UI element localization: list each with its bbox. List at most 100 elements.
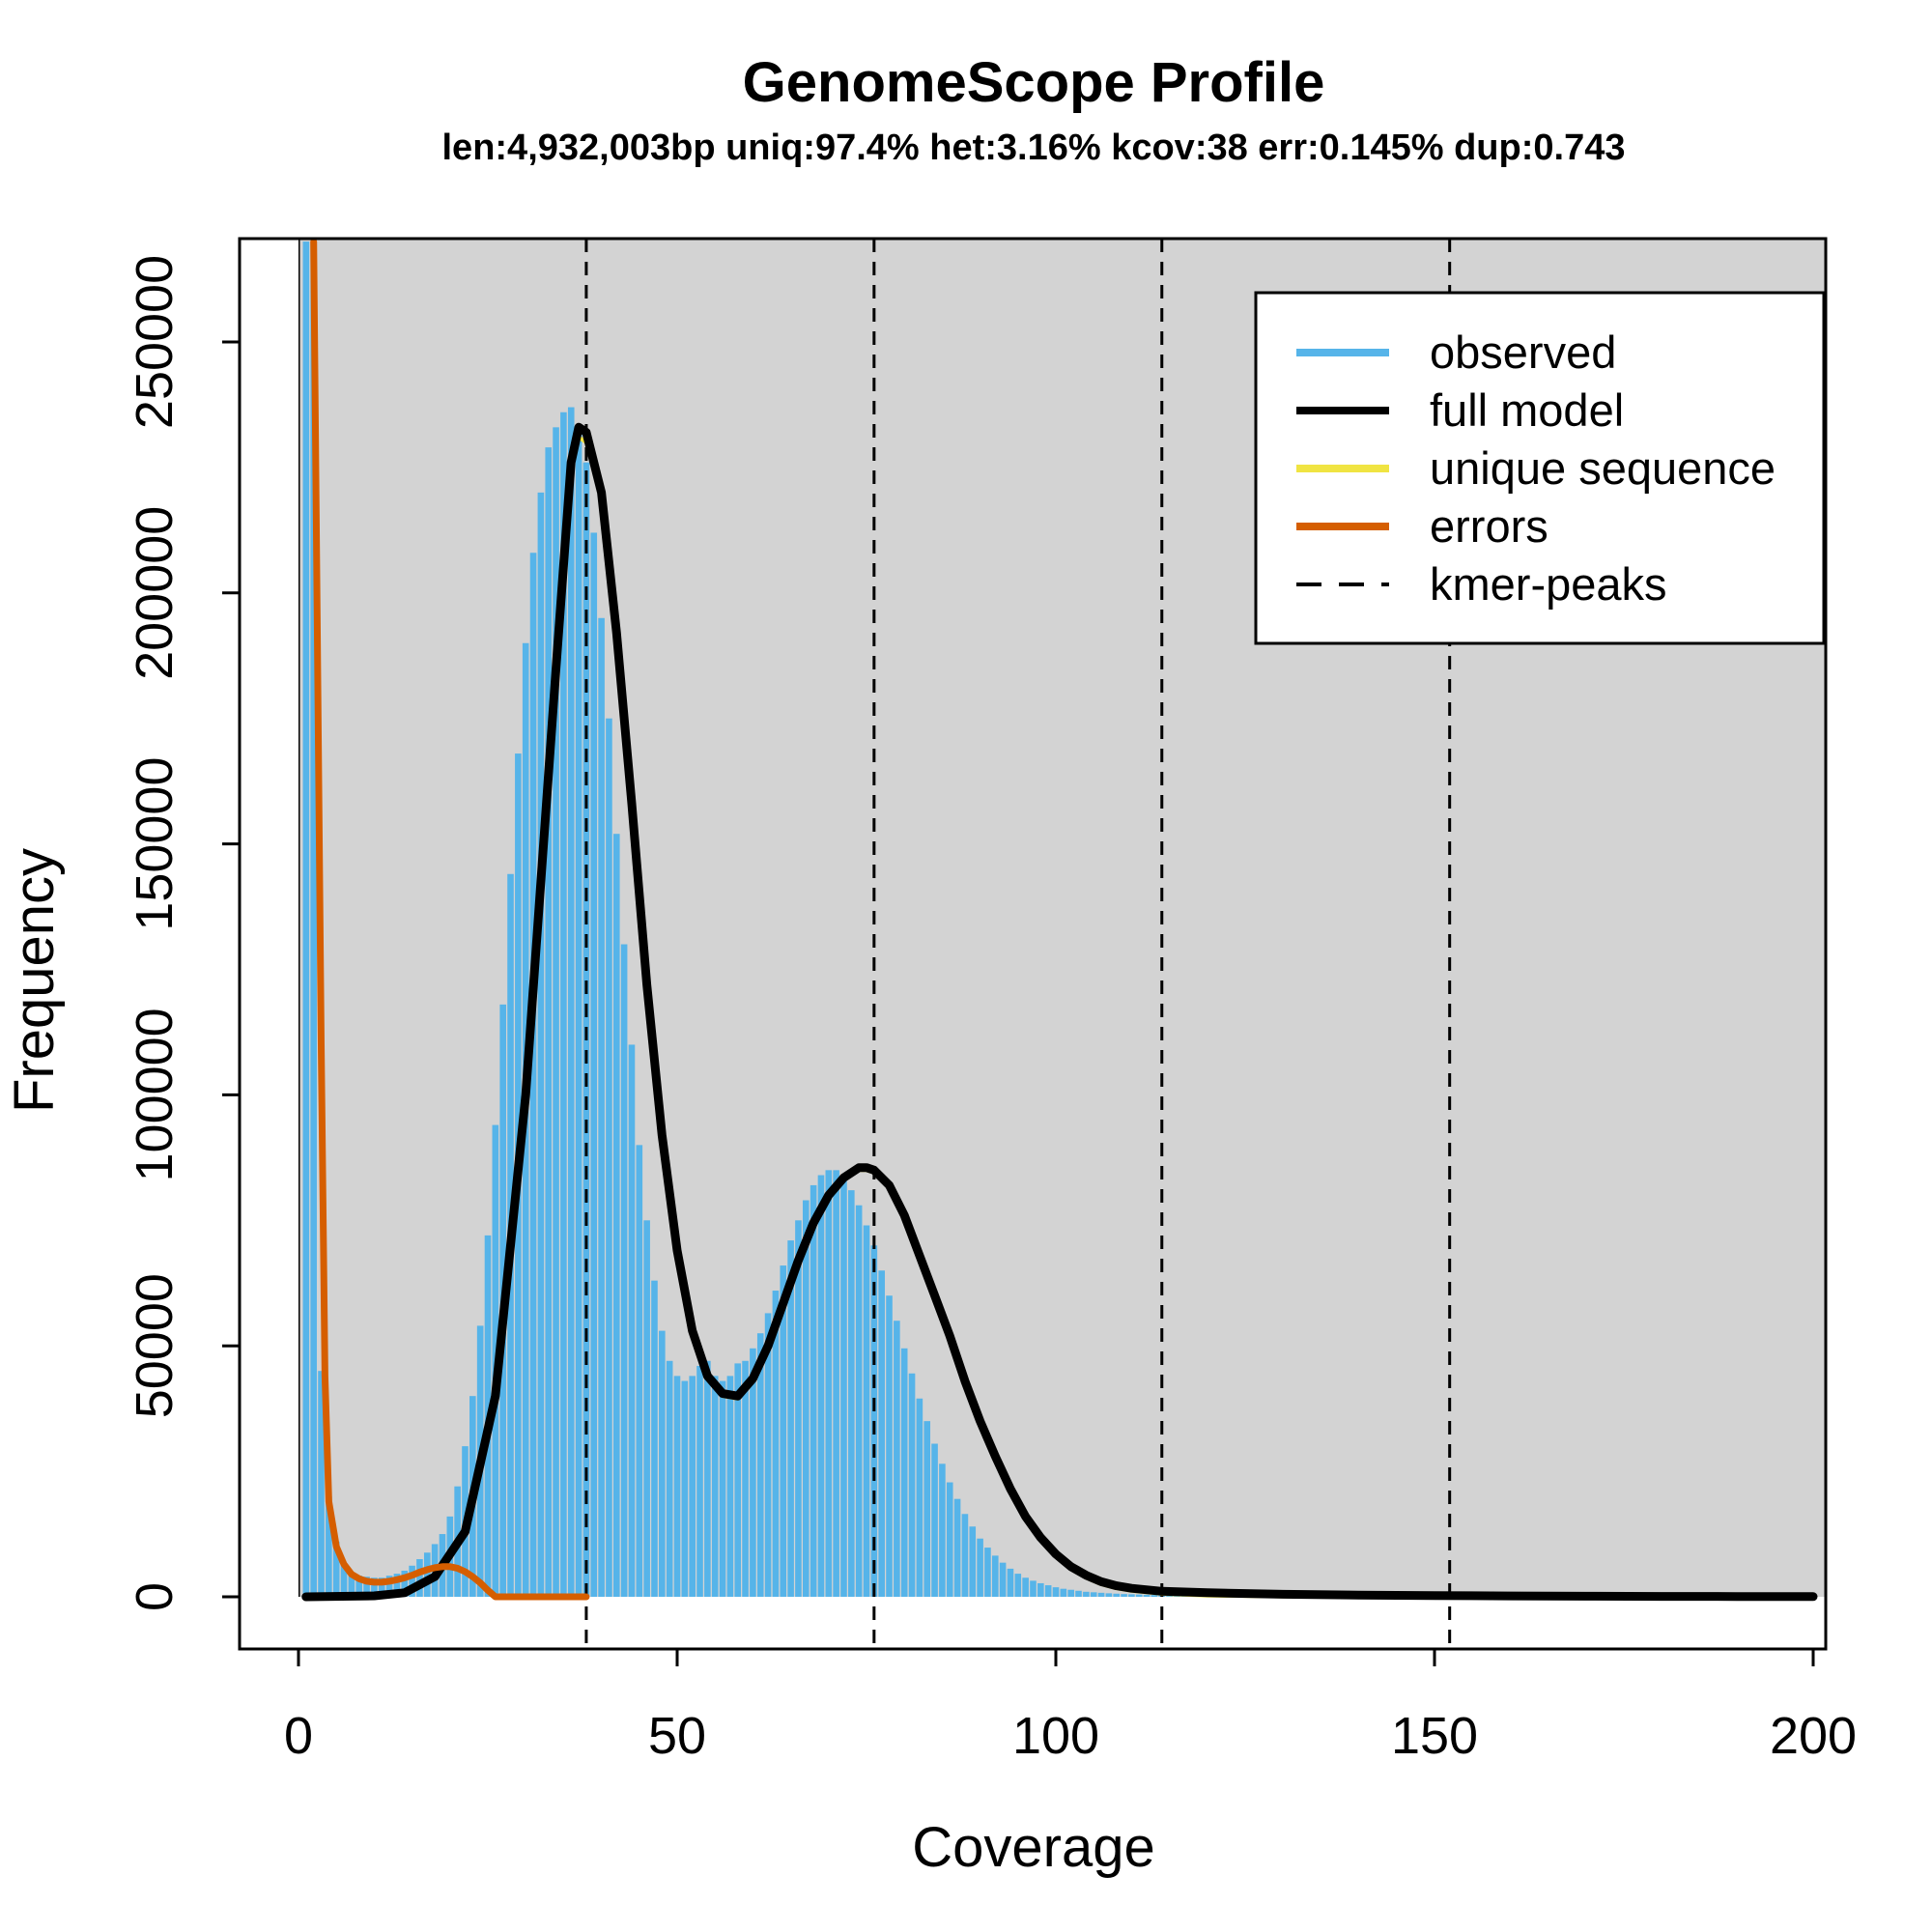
observed-bar [1067,1589,1074,1597]
chart-subtitle: len:4,932,003bp uniq:97.4% het:3.16% kco… [442,128,1626,168]
observed-bar [1060,1588,1067,1597]
observed-bar [855,1205,863,1597]
observed-bar [302,242,310,1598]
observed-bar [726,1376,734,1597]
observed-bar [1113,1593,1121,1597]
y-tick-label: 0 [126,1582,184,1611]
observed-bar [318,1371,325,1597]
observed-bar [651,1280,658,1597]
observed-bar [931,1443,938,1597]
observed-bar [590,532,598,1597]
observed-bar [878,1270,885,1597]
observed-bar [1128,1594,1135,1597]
observed-bar [628,1044,636,1597]
y-axis-label: Frequency [3,848,66,1113]
observed-bar [1007,1568,1014,1597]
observed-bar [1105,1593,1113,1597]
y-tick-label: 250000 [126,255,184,429]
observed-bar [1135,1594,1143,1597]
observed-bar [795,1220,802,1597]
observed-bar [750,1348,756,1597]
observed-bar [825,1170,833,1597]
observed-bar [833,1170,839,1597]
observed-bar [310,242,317,1598]
observed-bar [848,1190,855,1597]
observed-bar [393,1574,401,1597]
y-tick-label: 100000 [126,1008,184,1181]
observed-bar [969,1526,977,1597]
observed-bar [326,1496,332,1597]
observed-bar [840,1175,847,1597]
observed-bar [961,1514,969,1597]
observed-bar [553,427,559,1597]
observed-bar [756,1333,764,1597]
observed-bar [332,1541,340,1597]
observed-bar [1044,1585,1052,1597]
observed-bar [1030,1580,1037,1597]
observed-bar [696,1365,703,1597]
observed-bar [991,1555,999,1597]
observed-bar [1143,1594,1151,1597]
observed-bar [1090,1592,1097,1597]
legend-label: unique sequence [1430,442,1776,494]
observed-bar [734,1363,742,1597]
legend-label: errors [1430,500,1548,552]
x-tick-label: 50 [648,1707,706,1765]
observed-bar [681,1380,689,1597]
observed-bar [711,1376,719,1597]
legend-label: full model [1430,384,1624,436]
observed-bar [1022,1577,1029,1597]
observed-bar [916,1398,923,1597]
observed-bar [529,553,537,1598]
observed-bar [606,718,612,1597]
x-tick-label: 200 [1770,1707,1857,1765]
observed-bar [567,407,575,1598]
legend-label: kmer-peaks [1430,558,1667,610]
observed-bar [1052,1587,1060,1597]
observed-bar [1037,1582,1044,1597]
observed-bar [780,1265,787,1597]
observed-bar [764,1313,772,1597]
observed-bar [689,1376,696,1597]
observed-bar [348,1573,355,1597]
full-model-line [301,422,1818,1602]
legend: observed full model unique sequence errors k… [1254,291,1826,645]
observed-bar [984,1548,991,1597]
observed-bar [636,1145,643,1597]
observed-bar [810,1184,817,1597]
plot-frame [238,237,1828,1651]
observed-bar [977,1538,983,1597]
observed-bar [1151,1595,1158,1597]
observed-bar [340,1564,348,1597]
chart-title: GenomeScope Profile [743,51,1325,114]
observed-bar [1014,1574,1022,1597]
observed-bar [659,1330,666,1597]
plot-content [298,239,1818,1649]
observed-bar [1097,1592,1105,1597]
observed-bar [371,1577,378,1597]
observed-bar [1075,1590,1082,1597]
observed-bar [409,1565,415,1597]
observed-bar [666,1360,673,1597]
observed-bar [560,412,567,1597]
observed-bar [772,1291,780,1597]
errors-line [310,239,590,1601]
observed-bar [939,1463,946,1597]
observed-bar [817,1175,825,1597]
observed-bar [355,1576,363,1597]
observed-bar [886,1295,893,1597]
observed-bar [643,1220,650,1597]
observed-bar [1166,1595,1173,1597]
observed-bar [1083,1591,1090,1597]
observed-bar [863,1225,870,1597]
observed-bar [575,427,582,1597]
observed-bar [416,1559,423,1597]
observed-bar [612,834,620,1597]
observed-bar [802,1200,810,1597]
observed-bar [598,617,605,1597]
x-tick-label: 150 [1391,1707,1478,1765]
observed-bar [704,1360,711,1597]
observed-bar [363,1577,370,1597]
observed-bar [673,1376,681,1597]
